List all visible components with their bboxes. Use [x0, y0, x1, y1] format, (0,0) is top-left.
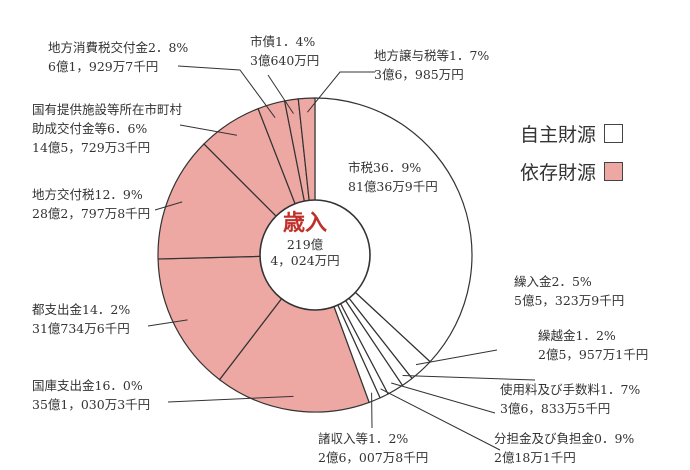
legend-label-dependent-revenue: 依存財源: [520, 161, 597, 184]
slice-label-city-bonds: 市債1．4% 3億640万円: [250, 34, 320, 68]
leader-line-9: [179, 124, 237, 136]
leader-line-2: [402, 375, 536, 381]
slice-label-carryover: 繰越金1．2% 2億5，957万1千円: [538, 328, 649, 362]
legend-swatch-dependent-revenue: [604, 161, 624, 181]
leader-line-11: [267, 74, 294, 114]
leader-line-7: [147, 319, 188, 327]
leader-line-4: [380, 388, 501, 451]
leader-line-3: [391, 382, 496, 414]
slice-label-base-municipality-grant: 国有提供施設等所在市町村助成交付金等6．6% 14億5，729万3千円: [32, 102, 183, 155]
center-hole: [259, 199, 371, 311]
slice-label-local-allocation-tax: 地方交付税12．9% 28億2，797万8千円: [32, 187, 151, 221]
slice-label-local-consumption-tax: 地方消費税交付金2．8% 6億1，929万7千円: [48, 40, 189, 74]
leader-line-8: [154, 201, 183, 211]
center-total: 歳入 219億 4，024万円: [260, 211, 350, 269]
slice-label-transfers-in: 繰入金2．5% 5億5，323万9千円: [514, 274, 625, 308]
legend-item-own-revenue: 自主財源: [520, 114, 624, 152]
slice-label-misc-income: 諸収入等1．2% 2億6，007万8千円: [318, 431, 429, 465]
legend: 自主財源 依存財源: [520, 114, 624, 190]
slice-label-contributions: 分担金及び負担金0．9% 2億18万1千円: [494, 431, 635, 465]
slice-label-national-treasury: 国庫支出金16．0% 35億1，030万3千円: [32, 378, 151, 412]
slice-label-metropolitan: 都支出金14．2% 31億734万6千円: [32, 302, 131, 336]
leader-lines: [147, 65, 536, 451]
center-total-line1: 219億: [286, 237, 324, 252]
legend-label-own-revenue: 自主財源: [520, 123, 597, 146]
legend-item-dependent-revenue: 依存財源: [520, 152, 624, 190]
leader-line-12: [307, 71, 375, 113]
slice-label-city-tax: 市税36．9% 81億36万9千円: [348, 160, 438, 194]
leader-line-6: [167, 395, 294, 403]
slice-label-local-transfer-tax: 地方譲与税等1．7% 3億6，985万円: [374, 48, 490, 82]
leader-line-1: [415, 349, 498, 366]
leader-line-10: [177, 65, 276, 118]
pie-slice-0: [314, 97, 473, 363]
slice-label-fees: 使用料及び手数料1．7% 3億6，833万5千円: [500, 382, 641, 416]
center-total-line2: 4，024万円: [270, 253, 340, 268]
legend-swatch-own-revenue: [604, 123, 624, 143]
center-title: 歳入: [282, 211, 327, 236]
pie-slice-6: [218, 253, 370, 413]
